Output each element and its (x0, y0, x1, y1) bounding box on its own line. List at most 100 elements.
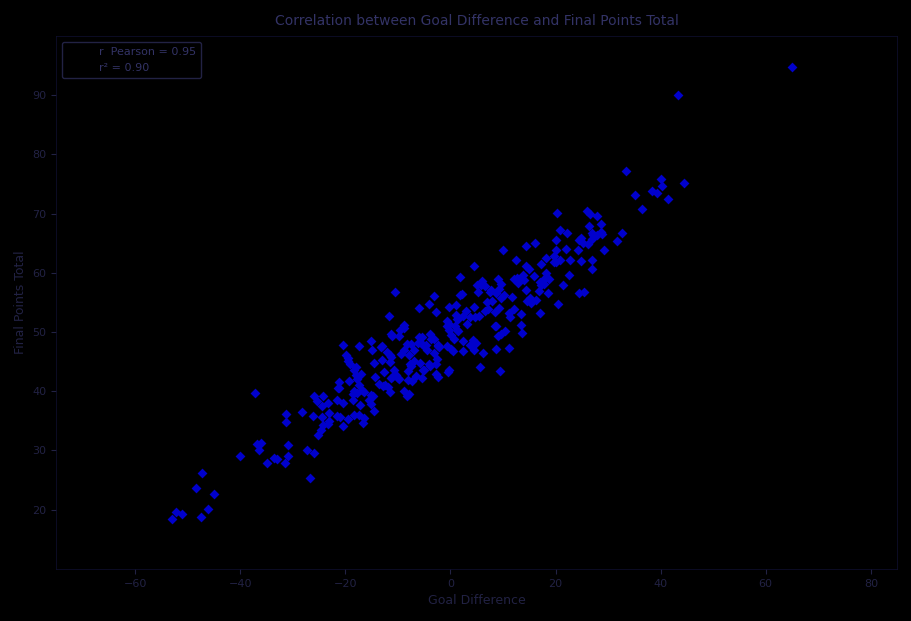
Point (449, 314, 464, 324)
Point (645, 186, 660, 196)
Point (383, 350, 397, 360)
Point (352, 381, 366, 391)
Point (677, 178, 691, 188)
Point (429, 369, 444, 379)
Point (580, 239, 595, 249)
Point (539, 253, 554, 263)
Point (402, 389, 416, 399)
Point (416, 365, 431, 375)
Point (498, 325, 513, 335)
Point (478, 281, 493, 291)
Point (346, 365, 361, 375)
Point (267, 453, 281, 463)
Point (509, 255, 524, 265)
Point (585, 265, 599, 274)
Point (329, 395, 343, 405)
Point (553, 225, 568, 235)
Point (595, 229, 609, 239)
Point (394, 349, 408, 359)
Point (374, 356, 389, 366)
Point (488, 322, 503, 332)
Point (384, 331, 399, 341)
Point (496, 290, 511, 300)
Point (207, 489, 221, 499)
Point (589, 211, 604, 221)
Point (423, 361, 437, 371)
Point (463, 340, 477, 350)
Point (415, 373, 430, 383)
Point (539, 268, 554, 278)
Point (374, 341, 389, 351)
Point (628, 190, 642, 200)
Point (496, 245, 510, 255)
Point (364, 337, 379, 347)
Point (456, 311, 471, 321)
Point (248, 389, 262, 399)
Point (572, 235, 587, 245)
Point (350, 388, 364, 398)
Point (507, 274, 521, 284)
Point (441, 367, 456, 377)
Point (455, 289, 469, 299)
Point (444, 344, 458, 354)
Point (310, 396, 324, 406)
Point (381, 382, 395, 392)
Point (450, 327, 465, 337)
Point (534, 280, 548, 290)
Point (442, 325, 456, 335)
Point (473, 280, 487, 290)
Point (490, 331, 505, 341)
Point (422, 360, 436, 369)
Point (383, 357, 397, 367)
Point (440, 341, 455, 351)
Point (330, 411, 344, 421)
Point (488, 307, 503, 317)
Point (574, 256, 589, 266)
Point (586, 230, 600, 240)
Point (406, 356, 421, 366)
Point (338, 350, 353, 360)
Point (336, 398, 351, 408)
Point (671, 90, 686, 100)
Point (571, 288, 586, 298)
Point (415, 332, 429, 342)
Point (523, 293, 537, 303)
Point (450, 325, 465, 335)
Point (517, 275, 531, 285)
Point (552, 255, 567, 265)
Point (416, 342, 431, 351)
Point (473, 362, 487, 372)
Point (403, 359, 417, 369)
Point (270, 454, 284, 464)
Point (576, 238, 590, 248)
Point (341, 414, 355, 424)
Point (387, 287, 402, 297)
Point (534, 259, 548, 269)
Point (413, 358, 427, 368)
Point (494, 329, 508, 338)
Point (384, 329, 398, 339)
Point (384, 372, 399, 382)
Point (582, 222, 597, 232)
Point (650, 188, 664, 197)
Point (336, 340, 351, 350)
Point (386, 365, 401, 375)
Point (456, 347, 470, 356)
Point (619, 166, 633, 176)
Point (439, 316, 454, 326)
Point (448, 300, 463, 310)
Point (419, 345, 434, 355)
Point (524, 297, 538, 307)
Point (322, 416, 337, 426)
Point (570, 245, 585, 255)
Point (364, 345, 379, 355)
Point (597, 245, 611, 255)
Point (411, 338, 425, 348)
Point (654, 174, 669, 184)
Point (399, 391, 414, 401)
Point (418, 340, 433, 350)
Point (307, 391, 322, 401)
Point (363, 390, 378, 400)
Point (445, 347, 460, 356)
Point (466, 345, 481, 355)
